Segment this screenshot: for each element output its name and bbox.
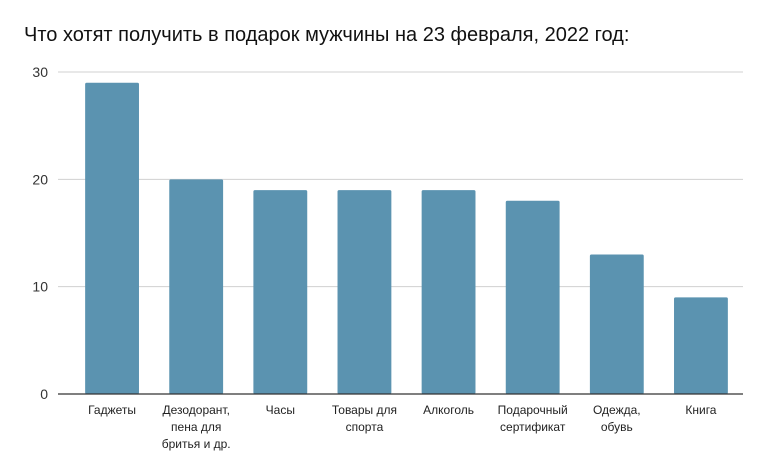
bar bbox=[505, 200, 560, 394]
bar bbox=[589, 254, 644, 394]
x-category-label: Товары для спорта bbox=[332, 403, 397, 434]
x-category-label: Алкоголь bbox=[423, 403, 474, 417]
y-tick-label: 10 bbox=[32, 279, 48, 295]
bar bbox=[674, 297, 728, 394]
bar bbox=[85, 82, 139, 394]
x-category-label: Часы bbox=[266, 403, 295, 417]
x-category-label: Книга bbox=[685, 403, 716, 417]
x-category-label: Подарочный сертификат bbox=[498, 403, 568, 434]
y-tick-label: 0 bbox=[40, 386, 48, 402]
bar bbox=[253, 190, 308, 394]
bars bbox=[85, 82, 728, 394]
bar bbox=[169, 179, 224, 394]
x-category-label: Дезодорант, пена для бритья и др. bbox=[162, 403, 231, 451]
x-category-label: Гаджеты bbox=[88, 403, 136, 417]
y-tick-label: 30 bbox=[32, 64, 48, 80]
y-tick-label: 20 bbox=[32, 171, 48, 187]
x-category-label: Одежда, обувь bbox=[593, 403, 641, 434]
chart-title: Что хотят получить в подарок мужчины на … bbox=[24, 24, 630, 46]
bar bbox=[421, 190, 476, 394]
labels: 0 10 20 30 Гаджеты Дезодорант, пена для бритья … bbox=[32, 64, 716, 451]
bar bbox=[337, 190, 392, 394]
